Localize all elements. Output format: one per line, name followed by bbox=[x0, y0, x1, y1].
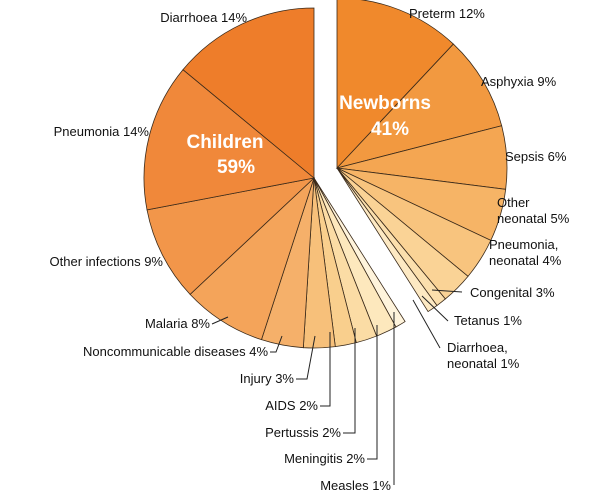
pie-slice-pneumonia-14 bbox=[143, 69, 315, 211]
slice-label: Pneumonia 14% bbox=[54, 124, 150, 139]
slice-label: Other infections 9% bbox=[50, 254, 164, 269]
slices-layer bbox=[143, 0, 508, 349]
leader-line bbox=[343, 328, 356, 434]
slice-label: AIDS 2% bbox=[265, 398, 318, 413]
slice-label: Tetanus 1% bbox=[454, 313, 522, 328]
group-label-newborns-name: Newborns bbox=[339, 93, 431, 114]
leader-line bbox=[211, 316, 229, 325]
slice-label: Noncommunicable diseases 4% bbox=[83, 344, 268, 359]
leader-line bbox=[431, 289, 463, 293]
leader-line bbox=[367, 325, 378, 460]
pie-slice-preterm-12 bbox=[336, 0, 454, 170]
pie-slice-diarrhoea-14 bbox=[182, 7, 315, 179]
group-label-newborns-value: 41% bbox=[371, 119, 409, 140]
pie-slice-asphyxia-9 bbox=[335, 43, 503, 169]
slice-label: Diarrhoea 14% bbox=[160, 10, 247, 25]
leader-line bbox=[421, 295, 449, 322]
group-label-children-name: Children bbox=[186, 132, 263, 153]
slice-label: Pneumonia, neonatal 4% bbox=[489, 237, 562, 268]
leader-line bbox=[270, 335, 283, 353]
slice-label: Diarrhoea, neonatal 1% bbox=[447, 340, 520, 371]
leader-line bbox=[412, 299, 441, 349]
slice-label: Meningitis 2% bbox=[284, 451, 365, 466]
slice-label: Pertussis 2% bbox=[265, 425, 341, 440]
slice-label: Measles 1% bbox=[320, 478, 391, 493]
leader-line bbox=[296, 335, 316, 380]
slice-label: Asphyxia 9% bbox=[481, 74, 557, 89]
leader-line bbox=[320, 332, 331, 407]
slice-label: Other neonatal 5% bbox=[497, 195, 570, 226]
pie-slice-diarrhoea-neonatal-1 bbox=[336, 167, 438, 313]
slice-label: Congenital 3% bbox=[470, 285, 555, 300]
slice-label: Preterm 12% bbox=[409, 6, 485, 21]
slice-label: Sepsis 6% bbox=[505, 149, 567, 164]
pie-slice-other-infections-9 bbox=[146, 177, 316, 295]
leader-lines bbox=[211, 289, 463, 485]
group-label-children-value: 59% bbox=[217, 157, 255, 178]
slice-label: Injury 3% bbox=[240, 371, 295, 386]
slice-label: Malaria 8% bbox=[145, 316, 210, 331]
group-labels: Children 59% Newborns 41% bbox=[186, 93, 430, 178]
slice-labels: Preterm 12% Asphyxia 9% Sepsis 6% Other neon… bbox=[50, 6, 570, 493]
